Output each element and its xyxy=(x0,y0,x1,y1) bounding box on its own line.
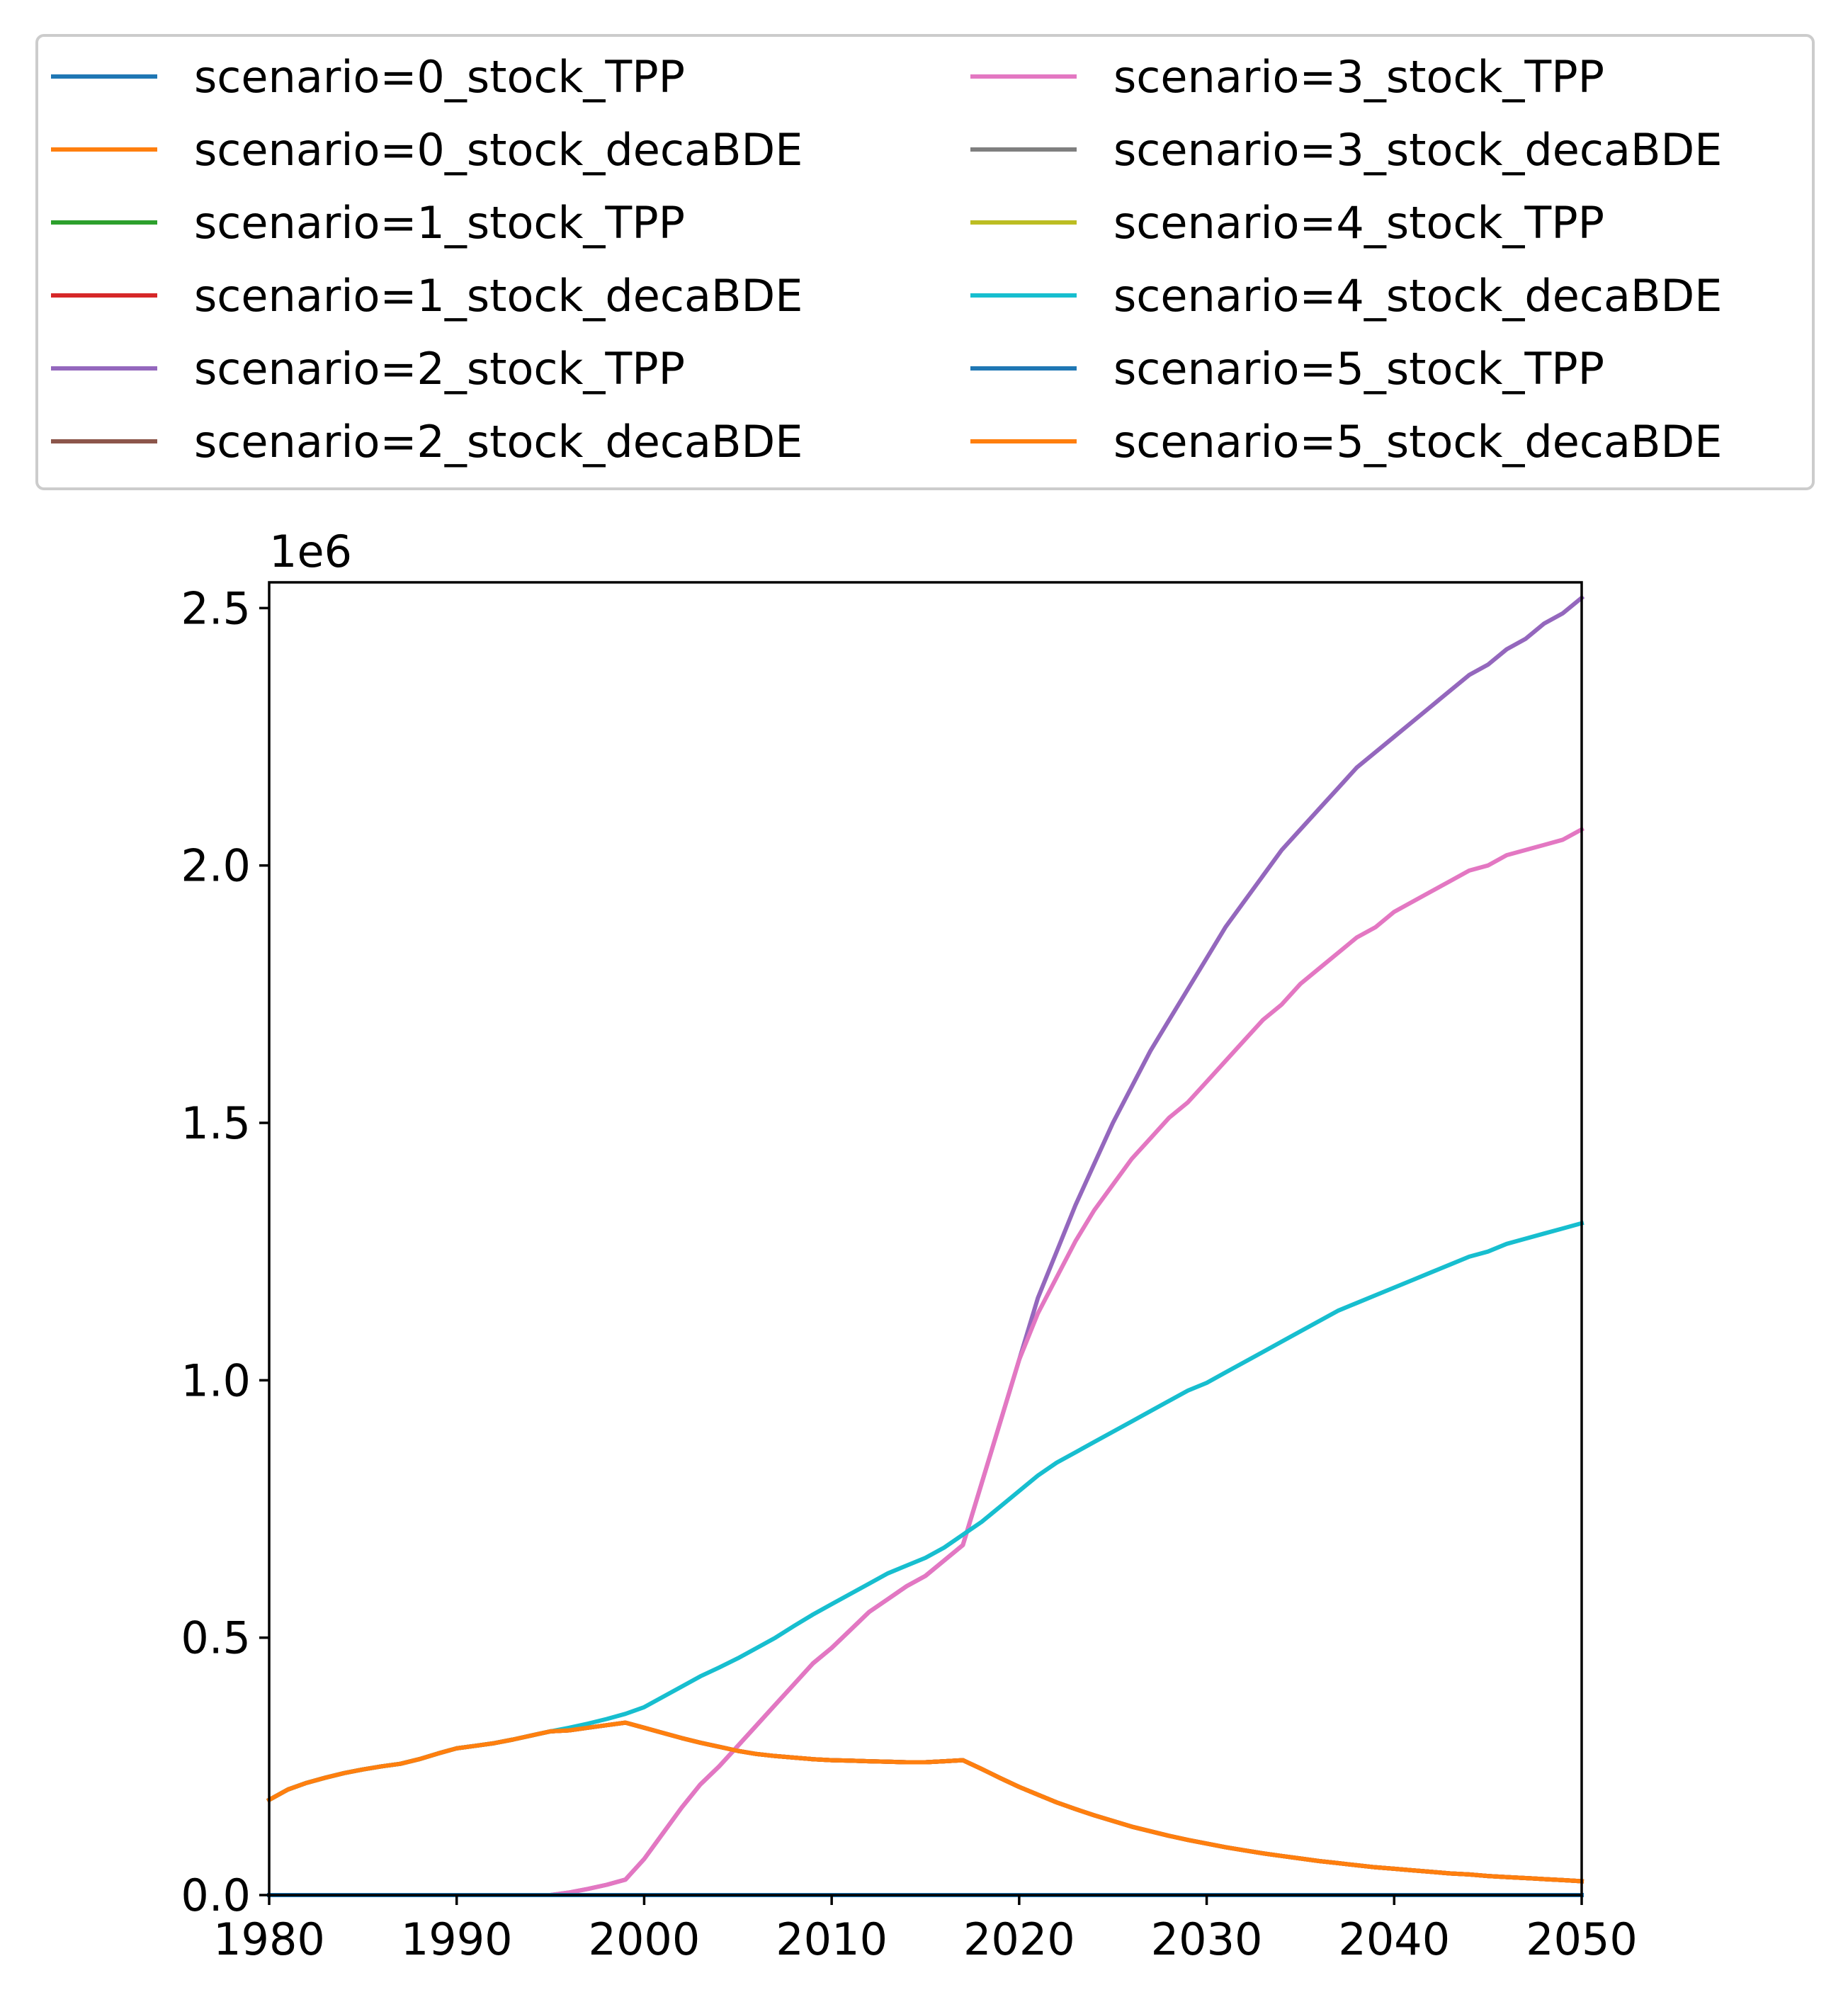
legend-label-1: scenario=0_stock_decaBDE xyxy=(194,124,803,176)
legend-label-3: scenario=1_stock_decaBDE xyxy=(194,270,803,322)
y-tick-label-0: 0.0 xyxy=(181,1870,251,1921)
legend-label-5: scenario=2_stock_decaBDE xyxy=(194,416,803,468)
legend: scenario=0_stock_TPP scenario=0_stock_dec… xyxy=(35,34,1815,490)
legend-label-7: scenario=3_stock_decaBDE xyxy=(1113,124,1722,176)
legend-label-9: scenario=4_stock_decaBDE xyxy=(1113,270,1722,322)
legend-label-4: scenario=2_stock_TPP xyxy=(194,343,685,395)
legend-label-8: scenario=4_stock_TPP xyxy=(1113,197,1604,249)
x-tick-label-5: 2030 xyxy=(1151,1913,1263,1965)
y-tick-label-1: 0.5 xyxy=(181,1612,251,1664)
y-tick-label-5: 2.5 xyxy=(181,582,251,634)
series-line-11 xyxy=(266,1720,1585,1884)
legend-label-0: scenario=0_stock_TPP xyxy=(194,51,685,103)
plot-area: 1980 1990 2000 2010 2020 2030 2040 2050 0.0 0.5 1… xyxy=(181,526,1638,1965)
y-tick-label-3: 1.5 xyxy=(181,1097,251,1149)
y-offset-text: 1e6 xyxy=(269,526,352,577)
legend-label-10: scenario=5_stock_TPP xyxy=(1113,343,1604,395)
legend-label-6: scenario=3_stock_TPP xyxy=(1113,51,1604,103)
x-tick-label-0: 1980 xyxy=(213,1913,325,1965)
axes-frame xyxy=(268,581,1583,1896)
y-tick-label-2: 1.0 xyxy=(181,1355,251,1406)
legend-frame xyxy=(35,34,1815,490)
legend-label-2: scenario=1_stock_TPP xyxy=(194,197,685,249)
x-tick-label-4: 2020 xyxy=(963,1913,1075,1965)
x-tick-label-7: 2050 xyxy=(1526,1913,1638,1965)
x-tick-label-3: 2010 xyxy=(776,1913,888,1965)
x-axis: 1980 1990 2000 2010 2020 2030 2040 2050 xyxy=(213,1895,1638,1965)
x-tick-label-6: 2040 xyxy=(1338,1913,1450,1965)
y-axis: 0.0 0.5 1.0 1.5 2.0 2.5 xyxy=(181,582,269,1921)
x-tick-label-1: 1990 xyxy=(401,1913,513,1965)
legend-label-11: scenario=5_stock_decaBDE xyxy=(1113,416,1722,468)
y-tick-label-4: 2.0 xyxy=(181,840,251,892)
x-tick-label-2: 2000 xyxy=(589,1913,701,1965)
